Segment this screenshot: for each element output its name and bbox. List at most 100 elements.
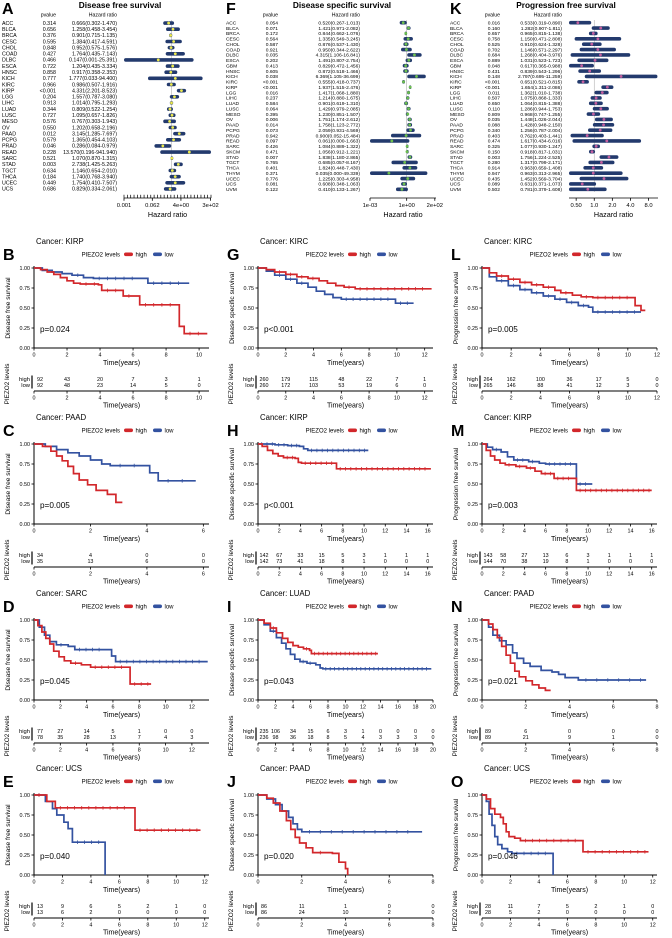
legend-high-swatch	[348, 252, 357, 257]
hazard-ratio-text: 1.617(0.434-6.016)	[520, 139, 562, 145]
forest-row-LGG: LGG 0.011 1.362(1.010-1.738)	[450, 90, 609, 96]
risk-count-low: 3	[397, 735, 400, 741]
legend-high-label: high	[584, 780, 595, 786]
panel-letter: E	[3, 774, 14, 791]
pvalue-text: 0.584	[266, 101, 279, 107]
p-value: p=0.005	[488, 325, 518, 334]
hazard-ratio-text: 4.331(2.201-8.523)	[72, 88, 117, 94]
km-curve-high	[482, 267, 646, 312]
y-tick-label: 0.25	[20, 678, 31, 684]
x-axis-title: Time(years)	[327, 712, 364, 719]
hr-estimate-dot	[408, 85, 412, 89]
risk-count-low: 0	[432, 910, 435, 916]
cancer-type-label: PAAD	[450, 123, 463, 129]
legend-low-label: low	[165, 780, 175, 786]
risk-count-high: 3	[363, 553, 366, 559]
p-value: p=0.045	[40, 677, 70, 686]
hazard-ratio-text: 1.335(0.549-3.245)	[318, 37, 360, 43]
risk-x-tick-label: 2	[509, 923, 512, 929]
risk-x-tick-label: 6	[388, 923, 391, 929]
hr-estimate-dot	[602, 177, 606, 180]
panel-letter: I	[227, 599, 231, 616]
hazard-ratio-text: 1.758(1.123-2.772)	[318, 123, 360, 129]
risk-count-high: 13	[37, 904, 43, 910]
pvalue-text: 0.507	[488, 96, 501, 102]
hr-estimate-dot	[404, 64, 408, 68]
risk-x-tick-label: 6	[309, 748, 312, 754]
risk-table-title: PIEZO2 levels	[452, 364, 459, 405]
panel-letter: G	[227, 247, 239, 264]
risk-count-low: 92	[37, 383, 43, 389]
risk-x-tick-label: 4	[312, 396, 315, 402]
y-axis-title: Disease free survival	[5, 804, 12, 866]
risk-count-high: 36	[567, 377, 573, 383]
hazard-ratio-text: 0.035(0.000-49.339)	[316, 171, 361, 177]
cancer-type-label: PCPG	[2, 138, 17, 144]
y-axis-title: Progression free survival	[453, 623, 460, 696]
forest-row-THYM: THYM 0.947 0.963(0.313-2.965)	[450, 171, 623, 177]
risk-count-high: 0	[388, 904, 391, 910]
legend-low-swatch	[377, 252, 386, 257]
panel-letter: M	[451, 423, 464, 440]
cancer-title: Cancer: UCS	[36, 764, 82, 773]
panel-letter: F	[226, 1, 236, 18]
risk-x-tick-label: 8	[432, 923, 435, 929]
pvalue-text: 0.071	[266, 26, 279, 32]
risk-x-axis-title: Time(years)	[551, 579, 588, 586]
forest-row-HNSC: HNSC 0.605 0.872(0.518-1.466)	[226, 69, 409, 75]
hr-estimate-dot	[602, 118, 606, 121]
legend-high-label: high	[584, 253, 595, 259]
y-tick-label: 0.25	[244, 853, 255, 859]
risk-count-high: 5	[111, 729, 114, 735]
p-value: p=0.040	[40, 852, 70, 861]
x-tick-label: 0	[257, 705, 260, 711]
risk-row-high-label: high	[19, 729, 30, 735]
hr-estimate-dot	[173, 95, 176, 99]
x-tick-label: 2	[284, 353, 287, 359]
risk-count-low: 48	[64, 383, 70, 389]
hr-estimate-dot	[400, 187, 404, 191]
y-tick-label: 0.00	[468, 522, 479, 528]
risk-count-low: 41	[567, 383, 573, 389]
risk-count-high: 17	[596, 377, 602, 383]
hazard-ratio-text: 0.781(0.379-1.608)	[520, 187, 562, 193]
panel-L-km-kirc-pfs: Cancer: KIRC L PIEZO2 levels high low 0.00 0.2…	[448, 235, 672, 411]
hr-estimate-dot	[406, 177, 410, 180]
legend-high-swatch	[348, 604, 357, 609]
hazard-ratio-text: 0.965(0.815-1.138)	[520, 31, 562, 37]
y-tick-label: 0.50	[20, 833, 31, 839]
risk-row-high-label: high	[467, 904, 478, 910]
km-curve-high	[482, 443, 652, 492]
hazard-ratio-text: 1.751(1.174-2.612)	[318, 117, 360, 123]
risk-x-tick-label: 2	[61, 923, 64, 929]
cancer-type-label: TGCT	[226, 160, 239, 166]
risk-x-tick-label: 0	[257, 396, 260, 402]
hr-estimate-dot	[173, 52, 177, 56]
hazard-ratio-text: 1.064(0.815-1.388)	[520, 101, 562, 107]
pvalue-text: 0.921	[266, 47, 279, 53]
y-tick-label: 0.50	[20, 482, 31, 488]
cancer-type-label: CESC	[450, 37, 464, 43]
hazard-ratio-text: 3.145(1.285-7.697)	[72, 131, 117, 137]
risk-count-low: 70	[500, 559, 506, 565]
x-tick-label: 10	[173, 880, 179, 886]
km-curve-high	[34, 619, 152, 685]
cancer-type-label: ACC	[226, 20, 237, 26]
risk-x-tick-label: 2	[66, 396, 69, 402]
hazard-ratio-text: 1.230(0.851-1.507)	[318, 112, 360, 118]
risk-count-high: 2	[594, 904, 597, 910]
risk-count-low: 89	[485, 735, 491, 741]
y-tick-label: 0.75	[468, 462, 479, 468]
legend-low-label: low	[613, 605, 623, 611]
cancer-type-label: PCPG	[450, 128, 464, 134]
risk-count-high: 6	[327, 729, 330, 735]
y-tick-label: 0.50	[468, 306, 479, 312]
hazard-ratio-text: 1.214(0.880-1.675)	[318, 96, 360, 102]
cancer-type-label: READ	[226, 139, 240, 145]
panel-A-forest-disease-free-survival: A Disease free survival pvalue Hazard ratio…	[0, 0, 224, 235]
y-axis-title: Disease specific survival	[229, 272, 236, 344]
